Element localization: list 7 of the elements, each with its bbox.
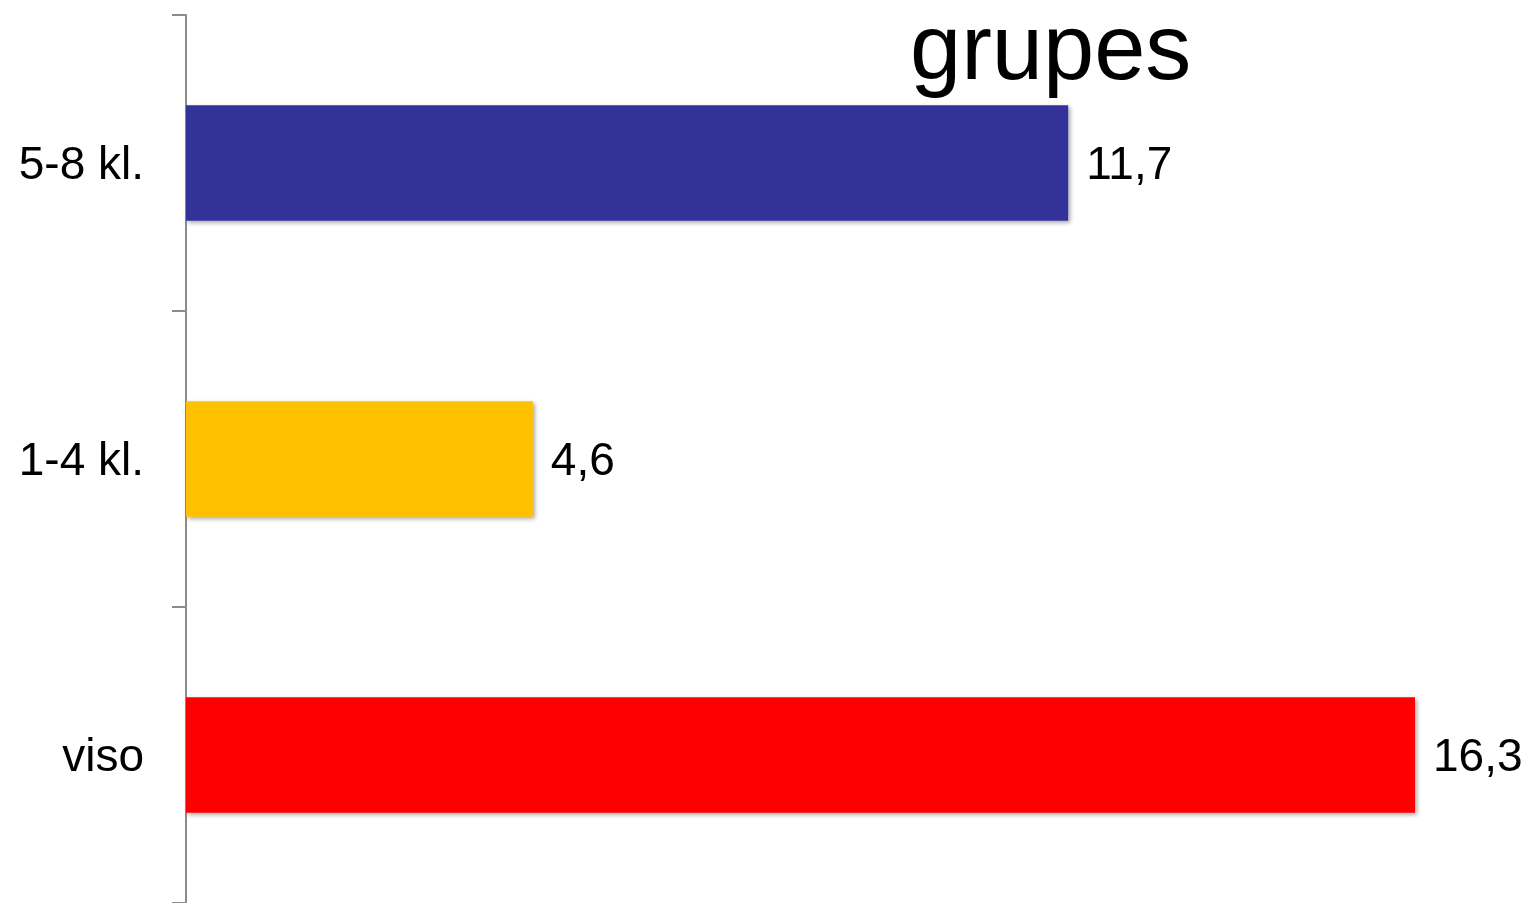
chart-title: grupes [910,0,1192,98]
data-label: 16,3 [1433,729,1523,781]
y-tick-label: 1-4 kl. [18,433,144,485]
y-tick-label: 5-8 kl. [18,137,144,189]
data-label: 11,7 [1086,137,1173,189]
y-tick-label: viso [62,729,144,781]
data-label: 4,6 [550,433,615,485]
